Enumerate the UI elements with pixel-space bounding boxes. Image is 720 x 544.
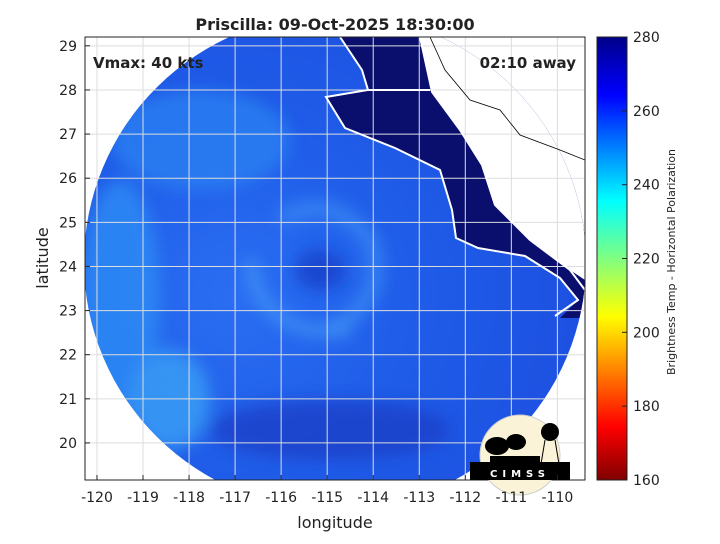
y-tick-label: 21: [59, 392, 77, 408]
x-axis: -120 -119 -118 -117 -116 -115 -114 -113 -112 -111…: [81, 475, 573, 506]
y-axis-label: latitude: [33, 227, 52, 288]
coastline: [324, 37, 585, 317]
y-tick-label: 27: [59, 127, 77, 143]
x-tick-label: -114: [357, 490, 389, 506]
vmax-label: Vmax: 40 kts: [93, 54, 203, 72]
x-tick-label: -116: [265, 490, 297, 506]
colorbar-ticks: 160 180 200 220 240 260 280: [622, 30, 660, 489]
svg-text:CIMSS: CIMSS: [490, 469, 550, 480]
x-tick-label: -113: [403, 490, 435, 506]
colorbar-tick-label: 160: [633, 473, 660, 489]
y-tick-label: 25: [59, 215, 77, 231]
y-tick-label: 22: [59, 348, 77, 364]
cimss-logo: CIMSS: [470, 414, 570, 496]
x-tick-label: -118: [173, 490, 205, 506]
colorbar-label: Brightness Temp - Horizontal Polarizatio…: [665, 149, 678, 375]
y-tick-label: 26: [59, 171, 77, 187]
x-tick-label: -115: [311, 490, 343, 506]
x-tick-label: -119: [127, 490, 159, 506]
y-tick-label: 29: [59, 39, 77, 55]
x-tick-label: -120: [81, 490, 113, 506]
y-axis: 20 21 22 23 24 25 26 27 28 29: [59, 39, 90, 452]
chart-title: Priscilla: 09-Oct-2025 18:30:00: [195, 15, 474, 34]
x-tick-label: -110: [541, 490, 573, 506]
colorbar-tick-label: 240: [633, 178, 660, 194]
plot-frame: [84, 36, 586, 481]
y-tick-label: 28: [59, 83, 77, 99]
time-away-label: 02:10 away: [480, 54, 577, 72]
x-tick-label: -112: [449, 490, 481, 506]
colorbar-tick-label: 220: [633, 252, 660, 268]
y-tick-label: 24: [59, 259, 77, 275]
x-axis-label: longitude: [297, 513, 372, 532]
colorbar-tick-label: 200: [633, 325, 660, 341]
x-tick-label: -111: [495, 490, 527, 506]
y-tick-label: 20: [59, 436, 77, 452]
colorbar-tick-label: 260: [633, 104, 660, 120]
y-tick-label: 23: [59, 304, 77, 320]
x-tick-label: -117: [219, 490, 251, 506]
colorbar-tick-label: 180: [633, 399, 660, 415]
colorbar-tick-label: 280: [633, 30, 660, 46]
grid: [85, 37, 585, 480]
